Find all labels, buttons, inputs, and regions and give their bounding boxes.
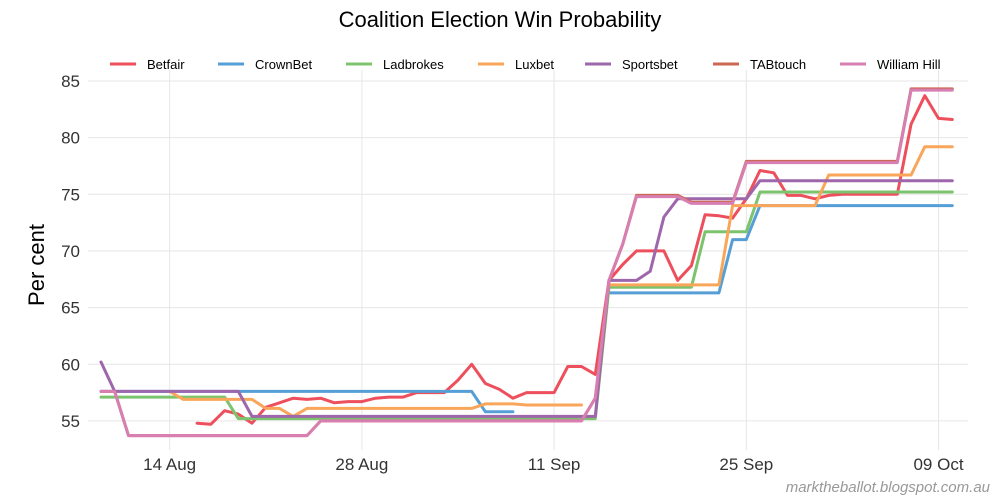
legend-item: William Hill: [840, 57, 941, 72]
series-line-betfair: [195, 94, 954, 426]
legend-item: Ladbrokes: [346, 57, 444, 72]
legend-item: Sportsbet: [585, 57, 678, 72]
y-tick-label: 85: [61, 72, 80, 91]
series-line-ladbrokes: [99, 190, 954, 421]
grid: [88, 70, 968, 450]
series-layer: [99, 87, 954, 438]
legend-item: Betfair: [110, 57, 185, 72]
legend-item: TABtouch: [713, 57, 806, 72]
legend-item: Luxbet: [478, 57, 554, 72]
chart-title: Coalition Election Win Probability: [339, 7, 662, 32]
series-line-sportsbet: [99, 179, 954, 418]
y-tick-label: 75: [61, 185, 80, 204]
legend: Betfair CrownBet Ladbrokes Luxbet Sportsbet T…: [110, 57, 941, 72]
y-tick-label: 55: [61, 412, 80, 431]
y-tick-label: 65: [61, 299, 80, 318]
y-tick-label: 80: [61, 129, 80, 148]
legend-label: Ladbrokes: [383, 57, 444, 72]
x-tick-label: 28 Aug: [335, 455, 388, 474]
y-tick-label: 70: [61, 242, 80, 261]
x-tick-label: 09 Oct: [913, 455, 963, 474]
x-tick-label: 11 Sep: [528, 455, 581, 474]
legend-label: William Hill: [877, 57, 941, 72]
series-line-tabtouch: [99, 87, 954, 438]
legend-label: CrownBet: [255, 57, 312, 72]
series-line-crownbet: [99, 204, 954, 414]
legend-label: Luxbet: [515, 57, 554, 72]
watermark: marktheballot.blogspot.com.au: [786, 479, 991, 496]
legend-label: TABtouch: [750, 57, 806, 72]
axes: 55 60 65 70 75 80 85 14 Aug 28 Aug 11 Sep 25 Sep 09…: [61, 72, 964, 474]
x-tick-label: 25 Sep: [719, 455, 773, 474]
x-tick-label: 14 Aug: [143, 455, 196, 474]
series-line-luxbet: [168, 145, 954, 418]
legend-label: Sportsbet: [622, 57, 678, 72]
legend-label: Betfair: [147, 57, 185, 72]
legend-item: CrownBet: [218, 57, 312, 72]
series-line-william-hill: [99, 88, 954, 438]
y-axis-label: Per cent: [24, 224, 49, 306]
y-tick-label: 60: [61, 355, 80, 374]
